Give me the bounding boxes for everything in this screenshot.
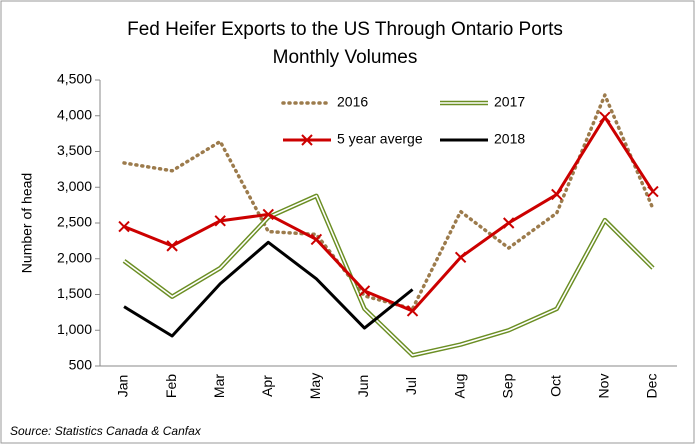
source: Source: Statistics Canada & Canfax — [10, 424, 202, 438]
marker — [166, 240, 178, 252]
x-tick-label: Aug — [451, 374, 467, 399]
x-tick-label: May — [307, 373, 323, 399]
marker — [214, 215, 226, 227]
chart-title: Fed Heifer Exports to the US Through Ont… — [127, 19, 563, 40]
series-line-inner — [123, 195, 654, 357]
marker — [310, 233, 323, 246]
x-tick-label: Jan — [115, 375, 131, 398]
marker — [454, 251, 467, 264]
x-tick-label: Apr — [259, 375, 275, 397]
x-tick-label: Sep — [499, 373, 515, 398]
legend-label: 2018 — [494, 131, 525, 147]
y-tick-label: 4,000 — [57, 106, 92, 122]
legend-marker — [301, 134, 313, 146]
legend-label: 2017 — [494, 94, 525, 110]
y-tick-label: 3,500 — [57, 142, 92, 158]
marker — [599, 111, 611, 123]
y-tick-label: 2,500 — [57, 214, 92, 230]
x-tick-label: Oct — [547, 375, 563, 397]
series-line — [123, 240, 414, 338]
marker — [358, 285, 371, 297]
marker — [118, 220, 130, 233]
y-tick-label: 3,000 — [57, 178, 92, 194]
marker — [262, 208, 274, 221]
marker — [406, 305, 419, 317]
y-tick-label: 2,000 — [57, 249, 92, 265]
marker — [551, 188, 563, 201]
y-tick-label: 1,500 — [57, 285, 92, 301]
x-tick-label: Feb — [163, 374, 179, 398]
y-axis-label: Number of head — [19, 173, 35, 273]
y-tick-label: 500 — [69, 357, 93, 373]
x-tick-label: Dec — [644, 374, 660, 399]
y-tick-label: 1,000 — [57, 321, 92, 337]
x-tick-label: Nov — [596, 374, 612, 399]
x-tick-label: Mar — [211, 374, 227, 398]
marker — [503, 217, 515, 229]
y-tick-label: 4,500 — [57, 71, 92, 87]
chart-subtitle: Monthly Volumes — [273, 47, 418, 68]
x-tick-label: Jun — [355, 375, 371, 398]
series-line — [123, 115, 655, 313]
x-tick-label: Jul — [403, 377, 419, 395]
legend-label: 5 year averge — [337, 131, 423, 147]
marker — [647, 185, 659, 198]
legend-label: 2016 — [337, 94, 368, 110]
